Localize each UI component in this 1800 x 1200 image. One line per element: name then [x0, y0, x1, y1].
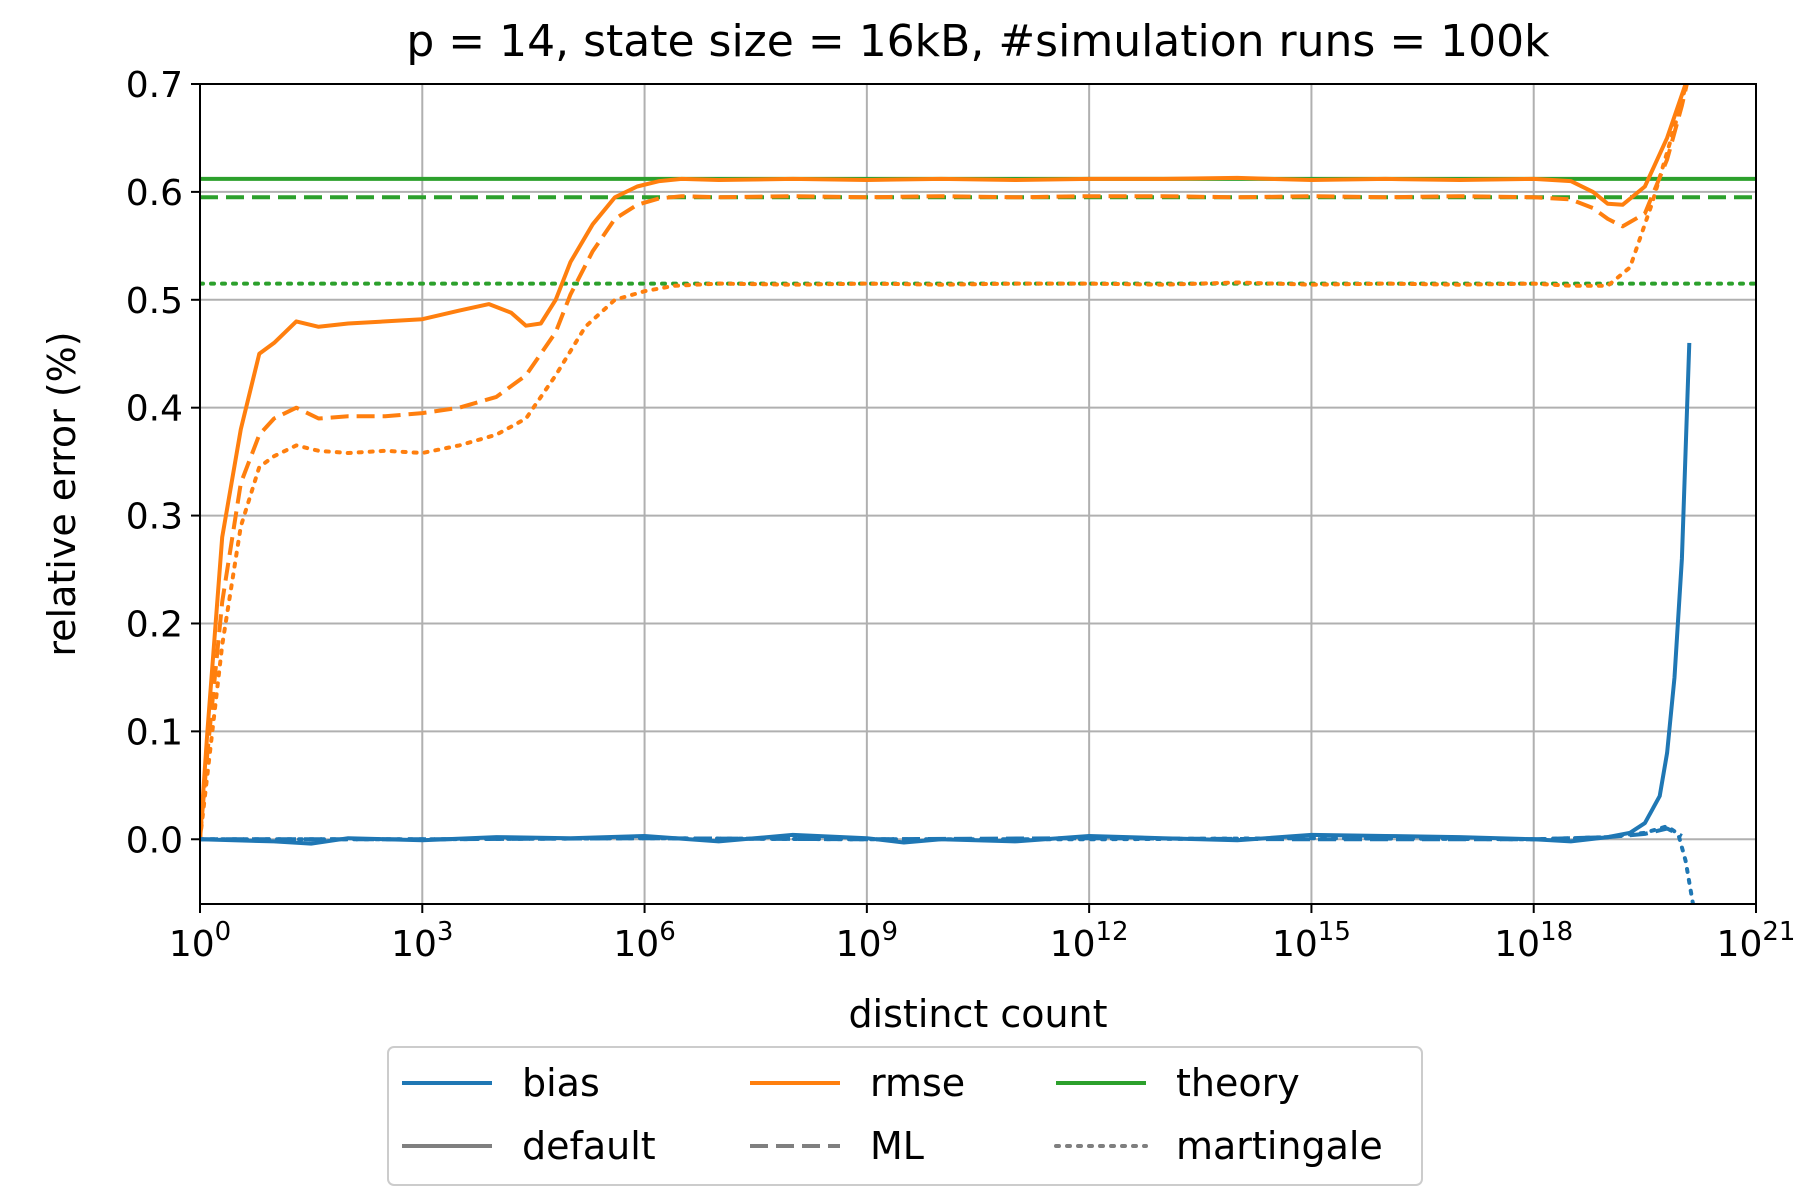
legend-frame: [387, 1046, 1423, 1186]
plot-frame: [199, 83, 1757, 905]
legend-label-ml: ML: [870, 1124, 924, 1168]
y-tick-label: 0.3: [126, 497, 183, 538]
y-tick-label: 0.1: [126, 712, 183, 753]
series-rmse-default: [200, 84, 1688, 840]
y-tick-label: 0.4: [126, 389, 183, 430]
x-tick-label: 103: [391, 917, 453, 965]
x-tick-label: 106: [613, 917, 675, 965]
chart-title: p = 14, state size = 16kB, #simulation r…: [406, 16, 1550, 67]
series-rmse-martingale: [200, 84, 1689, 842]
y-axis-label: relative error (%): [40, 331, 84, 656]
series-bias-ml: [200, 826, 1683, 842]
x-tick-label: 1018: [1494, 917, 1573, 965]
x-tick-label: 1015: [1272, 917, 1351, 965]
plot-series: [200, 84, 1756, 904]
legend-label-default: default: [522, 1124, 656, 1168]
x-tick-label: 1021: [1717, 917, 1796, 965]
x-tick-label: 100: [169, 917, 231, 965]
series-bias-martingale: [200, 824, 1695, 904]
y-tick-label: 0.2: [126, 604, 183, 645]
series-rmse-ml: [200, 84, 1689, 840]
legend: bias rmse theory default ML martingale: [387, 1046, 1423, 1186]
y-axis-ticks: 0.0 0.1 0.2 0.3 0.4 0.5 0.6 0.7: [126, 65, 200, 861]
legend-label-martingale: martingale: [1176, 1124, 1383, 1168]
legend-label-theory: theory: [1176, 1061, 1300, 1105]
x-axis-label: distinct count: [848, 992, 1107, 1036]
y-tick-label: 0.0: [126, 820, 183, 861]
x-tick-label: 1012: [1050, 917, 1129, 965]
legend-label-bias: bias: [522, 1061, 600, 1105]
series-bias-default: [200, 342, 1692, 846]
grid-lines: [199, 83, 1757, 904]
legend-label-rmse: rmse: [870, 1061, 965, 1105]
y-tick-label: 0.7: [126, 65, 183, 106]
y-tick-label: 0.6: [126, 173, 183, 214]
y-tick-label: 0.5: [126, 281, 183, 322]
x-axis-ticks: 100 103 106 109 1012 1015 1018 1021: [169, 904, 1796, 965]
x-tick-label: 109: [836, 917, 898, 965]
